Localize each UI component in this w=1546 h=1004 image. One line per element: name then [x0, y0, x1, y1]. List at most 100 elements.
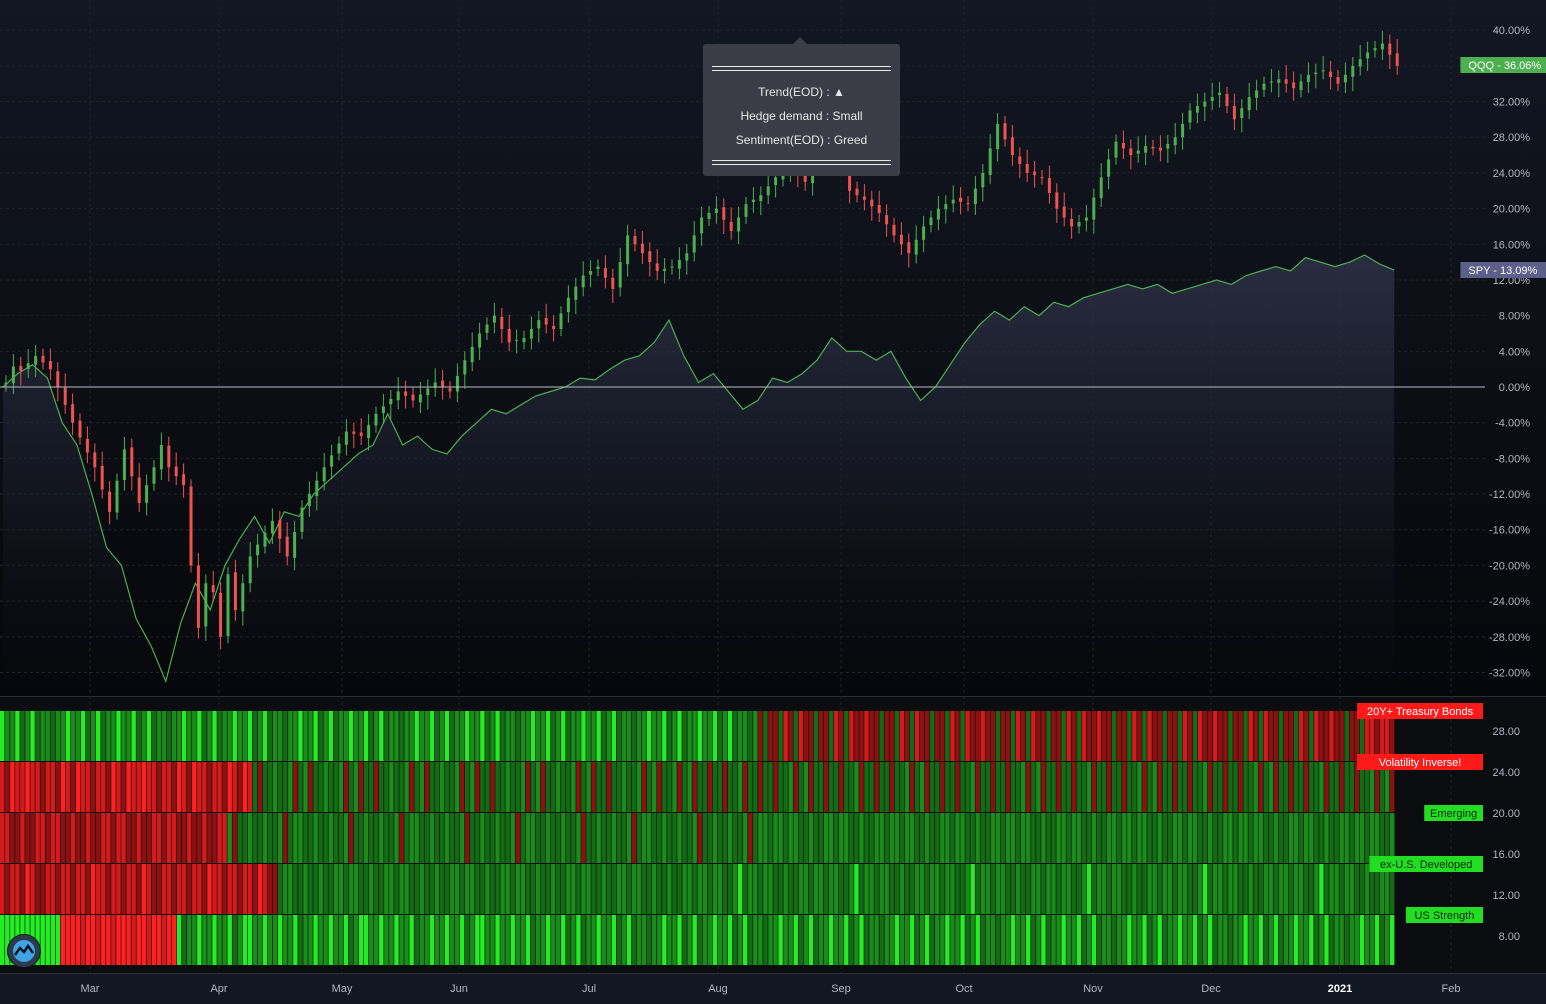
- qqq-candle[interactable]: [1010, 124, 1014, 166]
- qqq-candle[interactable]: [226, 567, 230, 644]
- qqq-candle[interactable]: [256, 533, 260, 568]
- qqq-candle[interactable]: [692, 221, 696, 262]
- qqq-candle[interactable]: [367, 414, 371, 451]
- heatmap-row-label[interactable]: 20Y+ Treasury Bonds: [1357, 703, 1483, 719]
- qqq-candle[interactable]: [862, 184, 866, 211]
- qqq-candle[interactable]: [145, 474, 149, 516]
- qqq-candle[interactable]: [1055, 183, 1059, 223]
- qqq-candle[interactable]: [899, 222, 903, 255]
- qqq-candle[interactable]: [1173, 122, 1177, 155]
- qqq-candle[interactable]: [211, 570, 215, 602]
- qqq-candle[interactable]: [529, 316, 533, 350]
- qqq-candle[interactable]: [700, 206, 704, 246]
- qqq-candle[interactable]: [914, 225, 918, 264]
- qqq-candle[interactable]: [870, 190, 874, 221]
- qqq-candle[interactable]: [1225, 86, 1229, 114]
- qqq-candle[interactable]: [729, 207, 733, 240]
- qqq-candle[interactable]: [640, 231, 644, 264]
- qqq-candle[interactable]: [1351, 56, 1355, 92]
- qqq-candle[interactable]: [48, 348, 52, 380]
- qqq-candle[interactable]: [1144, 135, 1148, 166]
- qqq-candle[interactable]: [1018, 147, 1022, 179]
- qqq-candle[interactable]: [167, 436, 171, 482]
- qqq-candle[interactable]: [174, 452, 178, 486]
- qqq-candle[interactable]: [1129, 139, 1133, 170]
- qqq-candle[interactable]: [330, 444, 334, 480]
- qqq-candle[interactable]: [463, 351, 467, 389]
- qqq-candle[interactable]: [973, 176, 977, 215]
- qqq-candle[interactable]: [1203, 92, 1207, 121]
- spy-line[interactable]: [2, 254, 1395, 684]
- qqq-candle[interactable]: [1040, 170, 1044, 185]
- qqq-candle[interactable]: [1107, 148, 1111, 190]
- qqq-candle[interactable]: [1269, 69, 1273, 93]
- qqq-candle[interactable]: [478, 322, 482, 361]
- qqq-candle[interactable]: [159, 432, 163, 480]
- qqq-candle[interactable]: [270, 508, 274, 545]
- qqq-candle[interactable]: [233, 559, 237, 621]
- qqq-candle[interactable]: [352, 422, 356, 449]
- qqq-candle[interactable]: [936, 196, 940, 231]
- qqq-candle[interactable]: [1388, 34, 1392, 70]
- qqq-candle[interactable]: [1299, 74, 1303, 98]
- qqq-candle[interactable]: [655, 249, 659, 280]
- qqq-candle[interactable]: [596, 259, 600, 277]
- qqq-candle[interactable]: [966, 196, 970, 212]
- qqq-candle[interactable]: [137, 463, 141, 512]
- qqq-candle[interactable]: [1136, 136, 1140, 163]
- qqq-candle[interactable]: [714, 196, 718, 224]
- heatmap-row-label[interactable]: Emerging: [1424, 805, 1483, 821]
- qqq-candle[interactable]: [670, 259, 674, 275]
- qqq-candle[interactable]: [426, 379, 430, 410]
- qqq-candle[interactable]: [1240, 99, 1244, 133]
- qqq-candle[interactable]: [78, 413, 82, 445]
- qqq-candle[interactable]: [71, 393, 75, 436]
- qqq-candle[interactable]: [1292, 71, 1296, 101]
- heatmap-row-label[interactable]: ex-U.S. Developed: [1369, 856, 1483, 872]
- qqq-candle[interactable]: [581, 261, 585, 297]
- qqq-candle[interactable]: [677, 247, 681, 280]
- qqq-candle[interactable]: [337, 436, 341, 461]
- qqq-candle[interactable]: [1277, 70, 1281, 98]
- qqq-candle[interactable]: [922, 215, 926, 253]
- qqq-candle[interactable]: [1247, 82, 1251, 120]
- qqq-candle[interactable]: [981, 164, 985, 202]
- qqq-candle[interactable]: [500, 308, 504, 344]
- qqq-candle[interactable]: [344, 419, 348, 456]
- qqq-candle[interactable]: [603, 255, 607, 289]
- qqq-candle[interactable]: [455, 363, 459, 403]
- qqq-candle[interactable]: [907, 233, 911, 268]
- qqq-candle[interactable]: [1077, 214, 1081, 234]
- qqq-candle[interactable]: [196, 552, 200, 639]
- qqq-candle[interactable]: [374, 406, 378, 433]
- qqq-candle[interactable]: [1181, 113, 1185, 150]
- qqq-candle[interactable]: [759, 186, 763, 216]
- qqq-candle[interactable]: [1062, 192, 1066, 227]
- qqq-candle[interactable]: [263, 525, 267, 554]
- qqq-candle[interactable]: [1218, 81, 1222, 108]
- qqq-candle[interactable]: [300, 500, 304, 540]
- qqq-candle[interactable]: [566, 285, 570, 323]
- qqq-candle[interactable]: [404, 380, 408, 409]
- qqq-candle[interactable]: [241, 574, 245, 626]
- qqq-candle[interactable]: [722, 198, 726, 235]
- qqq-candle[interactable]: [1321, 56, 1325, 80]
- qqq-candle[interactable]: [115, 473, 119, 520]
- heatmap-row-label[interactable]: US Strength: [1405, 907, 1483, 923]
- qqq-candle[interactable]: [19, 356, 23, 386]
- heatmap-row-label[interactable]: Volatility Inverse!: [1357, 754, 1483, 770]
- qqq-candle[interactable]: [507, 314, 511, 352]
- qqq-candle[interactable]: [411, 387, 415, 408]
- qqq-candle[interactable]: [766, 172, 770, 205]
- qqq-candle[interactable]: [1358, 44, 1362, 76]
- qqq-price-label[interactable]: QQQ - 36.06%: [1460, 57, 1546, 73]
- qqq-candle[interactable]: [885, 204, 889, 237]
- qqq-candle[interactable]: [892, 217, 896, 243]
- qqq-candle[interactable]: [1047, 165, 1051, 204]
- qqq-candle[interactable]: [959, 186, 963, 215]
- qqq-candle[interactable]: [559, 306, 563, 337]
- qqq-candle[interactable]: [1336, 69, 1340, 91]
- qqq-candle[interactable]: [574, 277, 578, 315]
- qqq-candle[interactable]: [100, 451, 104, 499]
